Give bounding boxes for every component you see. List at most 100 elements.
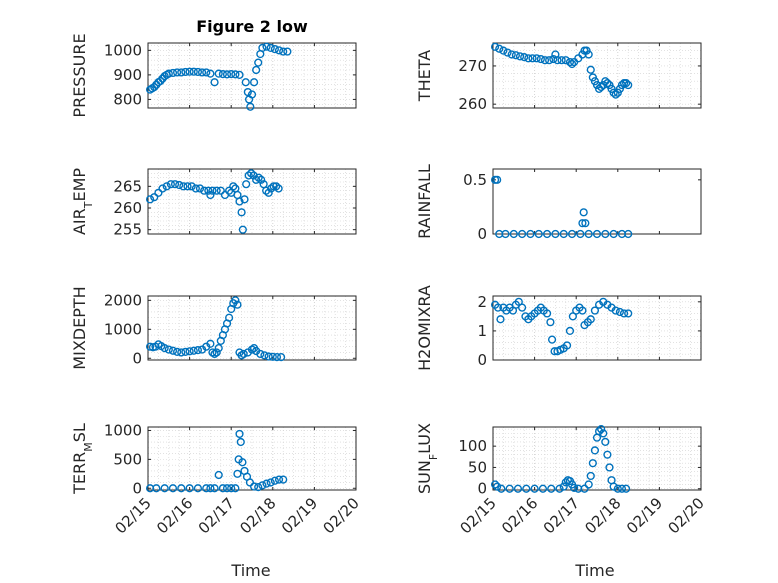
data-point	[584, 229, 593, 239]
data-point	[283, 47, 292, 56]
data-point	[181, 347, 190, 356]
data-point	[212, 186, 221, 195]
x-tick-label: 02/20	[665, 494, 708, 537]
data-point	[150, 193, 159, 202]
data-point	[218, 70, 227, 79]
data-point	[249, 482, 259, 491]
data-point	[160, 344, 169, 353]
data-point	[222, 484, 232, 493]
plot-area	[493, 169, 701, 234]
data-point	[605, 463, 614, 472]
axes-box	[492, 168, 702, 235]
grid-lines	[147, 168, 357, 235]
data-point	[193, 67, 203, 77]
data-point	[536, 54, 545, 64]
data-point	[166, 180, 175, 189]
data-point	[524, 54, 533, 63]
data-point	[231, 296, 240, 305]
data-point	[177, 484, 186, 493]
x-tick-label: 02/16	[498, 494, 541, 537]
y-axis-label: PRESSURE	[70, 33, 89, 117]
data-point	[272, 353, 282, 362]
subplot-pressure: 800 900 1000 PRESSURE	[70, 33, 357, 118]
data-point	[567, 229, 577, 239]
data-point	[490, 42, 500, 51]
data-point	[264, 188, 273, 197]
data-point	[555, 484, 564, 493]
data-point	[584, 50, 593, 59]
data-point	[260, 351, 269, 360]
data-point	[617, 484, 627, 493]
y-axis-label: TERRMSL	[70, 423, 95, 495]
data-point	[570, 483, 579, 492]
data-point	[246, 102, 255, 111]
data-point	[526, 229, 535, 239]
data-point	[513, 484, 523, 493]
data-point	[588, 459, 597, 468]
plot-area	[493, 296, 701, 360]
data-point	[212, 348, 221, 357]
data-point	[545, 56, 554, 65]
data-point	[170, 180, 180, 189]
data-point	[235, 429, 244, 439]
figure-title: Figure 2 low	[196, 17, 308, 36]
y-tick-label: 270	[458, 57, 487, 75]
data-point	[503, 48, 512, 57]
data-point	[547, 335, 557, 344]
data-point	[256, 349, 265, 359]
y-tick-label: 900	[113, 66, 142, 84]
data-point	[258, 43, 267, 53]
x-tick-label: 02/19	[623, 494, 666, 537]
data-point	[262, 186, 271, 195]
data-point	[191, 184, 200, 193]
data-point	[200, 186, 209, 195]
data-point	[557, 56, 566, 65]
data-point	[534, 229, 543, 239]
y-tick-label: 255	[113, 221, 142, 239]
data-point	[528, 54, 537, 63]
data-point	[193, 484, 203, 493]
data-point	[264, 352, 273, 361]
data-point	[195, 184, 205, 193]
y-tick-label: 2000	[104, 291, 142, 309]
subplot-h2omixra: 0 1 2 H2OMIXRA	[415, 285, 702, 371]
data-point	[597, 425, 606, 434]
data-point	[505, 484, 514, 493]
y-tick-label: 0	[132, 479, 142, 497]
x-axis-label-right: Time	[574, 561, 614, 580]
data-point	[189, 346, 198, 355]
data-point	[227, 70, 236, 79]
x-tick-label: 02/20	[320, 494, 363, 537]
data-point	[546, 318, 555, 327]
x-tick-label: 02/15	[112, 494, 155, 537]
data-point	[499, 46, 508, 55]
data-point	[239, 349, 248, 359]
data-point	[150, 83, 159, 92]
axes-box	[147, 295, 357, 361]
data-point	[580, 484, 589, 493]
axes-box	[147, 42, 357, 109]
data-point	[185, 347, 194, 356]
axes-box	[492, 42, 702, 109]
data-point	[214, 69, 223, 78]
y-axis-label: THETA	[415, 50, 434, 102]
data-point	[245, 478, 255, 487]
data-point	[189, 67, 198, 76]
subplot-rainfall: 0 0.5 RAINFALL	[415, 164, 702, 243]
data-point	[254, 173, 263, 182]
data-point	[530, 484, 539, 493]
data-point	[233, 469, 242, 478]
y-tick-label: 800	[113, 90, 142, 108]
data-point	[553, 56, 562, 65]
x-tick-label: 02/19	[278, 494, 321, 537]
data-point	[179, 182, 188, 191]
data-point	[511, 51, 520, 60]
data-point	[493, 482, 502, 491]
data-point	[518, 229, 527, 239]
data-point	[173, 347, 182, 356]
data-point	[268, 352, 277, 361]
